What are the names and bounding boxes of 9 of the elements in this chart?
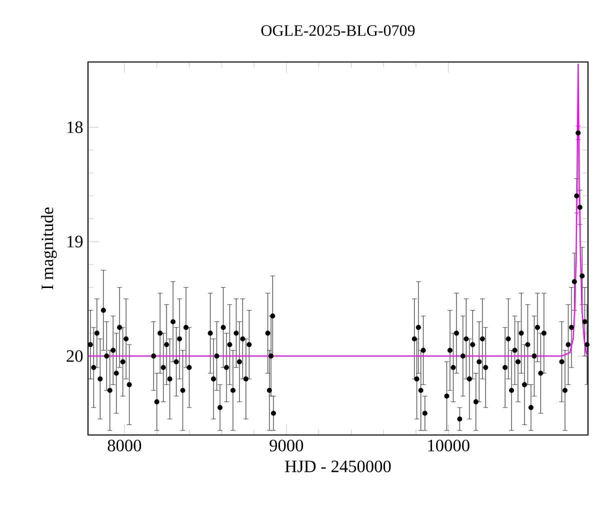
x-tick-label: 9000 xyxy=(270,440,304,452)
y-tick-label: 18 xyxy=(67,121,83,134)
y-axis-title: I magnitude xyxy=(41,207,57,290)
chart-title: OGLE-2025-BLG-0709 xyxy=(261,25,415,36)
x-axis-title: HJD - 2450000 xyxy=(285,460,391,472)
y-tick-label: 19 xyxy=(67,236,83,248)
x-tick-label: 10000 xyxy=(428,440,470,452)
y-tick-label: 20 xyxy=(66,350,83,362)
x-tick-label: 8000 xyxy=(108,440,142,452)
